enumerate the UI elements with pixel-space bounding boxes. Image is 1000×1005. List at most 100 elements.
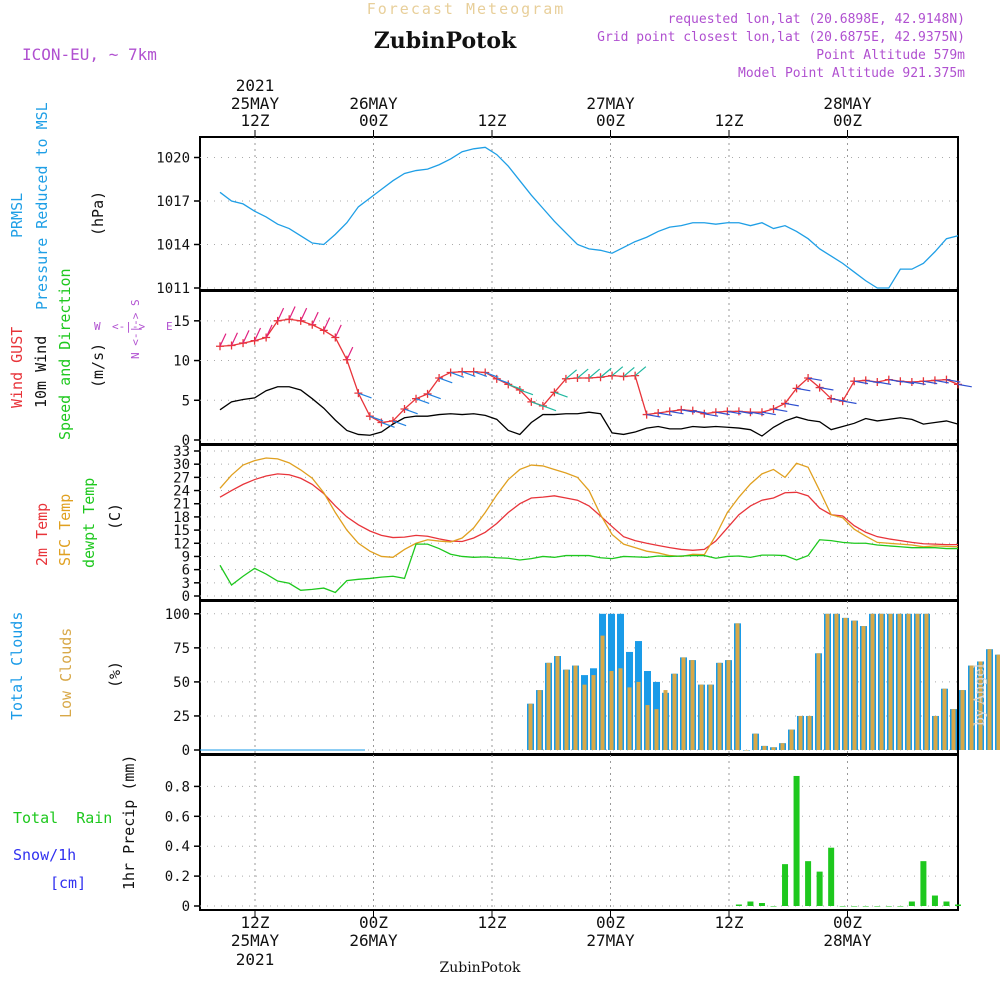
closest-coords: Grid point closest lon,lat (20.6875E, 42… (597, 30, 965, 45)
low-cloud-bar (781, 743, 785, 750)
wind-dir-arrow (278, 308, 284, 321)
ytick-label-pressure: 1020 (156, 151, 190, 167)
footer-station: ZubinPotok (439, 960, 521, 976)
low-cloud-bar (880, 614, 884, 750)
precip-labels: Total Rain Snow/1h [cm] 1hr Precip (mm) (13, 755, 138, 892)
low-cloud-bar (619, 668, 623, 750)
top-date-label: 27MAY (586, 94, 635, 113)
rain-bar (909, 902, 915, 906)
wind-dir-arrow (416, 399, 429, 404)
precip-unit: 1hr Precip (mm) (120, 755, 138, 890)
low-cloud-bar (655, 709, 659, 750)
top-hour-label: 00Z (833, 111, 862, 130)
wind-dir-arrow (785, 403, 799, 405)
ytick-label-temperature: 33 (173, 444, 190, 460)
low-cloud-bar (907, 614, 911, 750)
low-cloud-bar (745, 750, 749, 751)
low-cloud-bar (853, 621, 857, 750)
wind-dir-arrow (335, 325, 341, 338)
rain-bar (851, 906, 857, 907)
point-altitude: Point Altitude 579m (816, 48, 965, 63)
low-clouds-label: Low Clouds (57, 628, 75, 718)
low-cloud-bar (988, 649, 992, 750)
wind-dir-arrow (612, 367, 623, 376)
low-cloud-bar (727, 660, 731, 750)
wind-dir-arrow (577, 369, 588, 378)
low-cloud-bar (628, 687, 632, 750)
top-hour-label: 12Z (715, 111, 744, 130)
low-cloud-bar (610, 671, 614, 750)
low-cloud-bar (601, 636, 605, 750)
low-cloud-bar (808, 716, 812, 750)
wind-dir-arrow (301, 308, 307, 321)
low-cloud-bar (925, 614, 929, 750)
ytick-label-pressure: 1014 (156, 238, 190, 254)
rain-bar (794, 776, 800, 906)
rain-bar (736, 905, 742, 906)
low-cloud-bar (934, 716, 938, 750)
bottom-year-label: 2021 (236, 950, 275, 969)
low-cloud-bar (997, 655, 1000, 750)
low-cloud-bar (943, 689, 947, 750)
low-cloud-bar (547, 663, 551, 750)
compass-e: E (166, 320, 173, 333)
top-hour-label: 12Z (478, 111, 507, 130)
rain-bar (920, 861, 926, 906)
panel-frame-precip (200, 755, 958, 910)
bottom-date-label: 27MAY (586, 931, 635, 950)
low-cloud-bar (673, 674, 677, 750)
compass-w: W (94, 320, 101, 333)
rain-bar (943, 902, 949, 906)
low-cloud-bar (556, 656, 560, 750)
rain-bar (747, 902, 753, 906)
low-cloud-bar (835, 614, 839, 750)
ytick-label-precip: 0.4 (165, 839, 190, 855)
low-cloud-bar (583, 685, 587, 750)
panel-frame-temperature (200, 445, 958, 600)
ytick-label-clouds: 25 (173, 709, 190, 725)
snow-unit-label: [cm] (50, 874, 86, 892)
requested-coords: requested lon,lat (20.6898E, 42.9148N) (668, 12, 965, 27)
wind-dir-arrow (347, 347, 353, 360)
bottom-hour-label: 00Z (359, 913, 388, 932)
ytick-label-clouds: 0 (182, 743, 190, 759)
wind-dir-arrow (797, 388, 811, 390)
low-cloud-bar (754, 734, 758, 750)
low-cloud-bar (592, 675, 596, 750)
bottom-date-label: 28MAY (823, 931, 872, 950)
top-hour-label: 00Z (359, 111, 388, 130)
top-year-label: 2021 (236, 76, 275, 95)
rain-bar (840, 906, 846, 907)
low-cloud-bar (637, 682, 641, 750)
low-cloud-bar (916, 614, 920, 750)
rain-label: Total Rain (13, 809, 112, 827)
rain-bar (805, 861, 811, 906)
low-cloud-bar (961, 690, 965, 750)
wind-dir-arrow (243, 330, 249, 343)
low-cloud-bar (709, 685, 713, 750)
tsfc-label: SFC Temp (56, 494, 74, 566)
rain-bar (863, 906, 869, 907)
ytick-label-wind: 10 (173, 354, 190, 370)
rain-bar (897, 906, 903, 907)
bottom-hour-label: 12Z (715, 913, 744, 932)
wind-dir-arrow (635, 367, 646, 376)
dew-label: dewpt Temp (80, 478, 98, 568)
panel-frame-wind (200, 291, 958, 444)
wind-dir-arrow (324, 318, 330, 331)
ytick-label-precip: 0.6 (165, 809, 190, 825)
low-cloud-bar (799, 716, 803, 750)
bottom-date-label: 26MAY (349, 931, 398, 950)
low-cloud-bar (952, 709, 956, 750)
wind-dir-arrow (554, 392, 567, 397)
wind-dir-arrow (232, 333, 238, 346)
ytick-label-clouds: 50 (173, 675, 190, 691)
top-date-label: 25MAY (231, 94, 280, 113)
wind-dir-arrow (428, 394, 441, 399)
low-cloud-bar (565, 670, 569, 750)
low-cloud-bar (772, 747, 776, 750)
rain-bar (886, 906, 892, 907)
gust-label: Wind GUST (8, 327, 26, 408)
top-hour-label: 12Z (241, 111, 270, 130)
